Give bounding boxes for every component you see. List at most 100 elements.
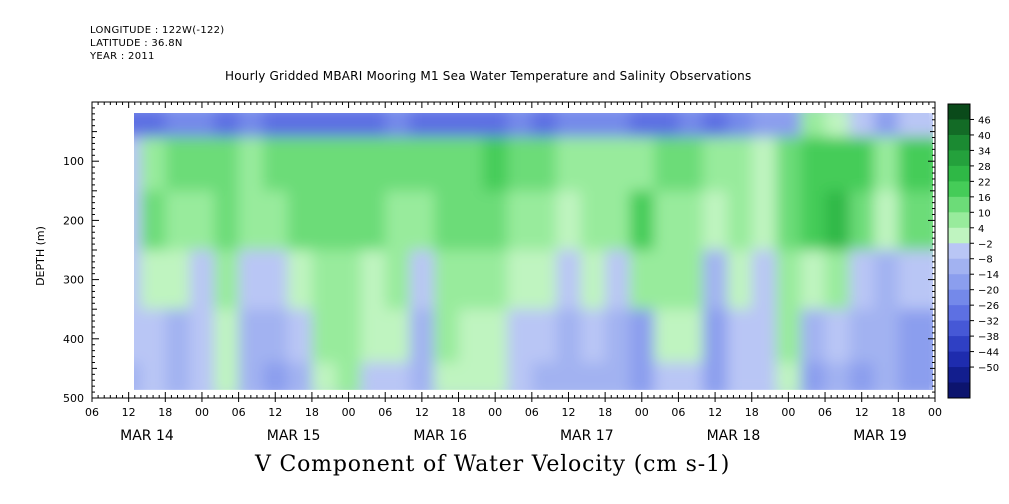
heatmap-cell <box>654 190 680 251</box>
heatmap-cell <box>311 190 338 251</box>
heatmap-cell <box>238 113 265 138</box>
x-tick-label: 06 <box>85 406 99 419</box>
colorbar-band <box>948 305 970 322</box>
heatmap-cell <box>140 362 167 390</box>
x-tick-label: 18 <box>745 406 759 419</box>
heatmap-cell <box>531 309 558 364</box>
heatmap-cell <box>873 309 900 364</box>
colorbar-band <box>948 351 970 368</box>
colorbar-label: −44 <box>978 348 999 359</box>
colorbar-label: −50 <box>978 363 999 374</box>
heatmap-cell <box>825 113 851 138</box>
heatmap-cell <box>482 250 509 311</box>
x-tick-label: 00 <box>488 406 502 419</box>
y-tick-label: 500 <box>63 392 84 405</box>
heatmap-cell <box>409 309 436 364</box>
heatmap-cell <box>238 190 265 251</box>
heatmap-cell <box>434 113 460 138</box>
heatmap-cell <box>238 136 265 192</box>
heatmap-cell <box>580 113 607 138</box>
heatmap-cell <box>165 190 191 251</box>
heatmap-cell <box>134 362 142 390</box>
x-tick-label: 12 <box>561 406 575 419</box>
heatmap-cell <box>898 250 933 311</box>
heatmap-cell <box>507 113 533 138</box>
heatmap-cell <box>898 190 933 251</box>
colorbar-band <box>948 134 970 151</box>
heatmap-cell <box>898 309 933 364</box>
heatmap-cell <box>727 113 753 138</box>
colorbar-band <box>948 274 970 291</box>
heatmap-cell <box>287 136 313 192</box>
y-tick-label: 200 <box>63 214 84 227</box>
heatmap-cell <box>214 190 240 251</box>
heatmap-cell <box>409 136 436 192</box>
heatmap-cell <box>751 309 778 364</box>
heatmap-cell <box>385 362 411 390</box>
colorbar-band <box>948 243 970 260</box>
heatmap-cell <box>385 190 411 251</box>
heatmap-cell <box>214 136 240 192</box>
colorbar-band <box>948 336 970 353</box>
heatmap-cell <box>678 250 704 311</box>
heatmap-cell <box>140 250 167 311</box>
heatmap-cell <box>678 309 704 364</box>
heatmap-cell <box>800 136 827 192</box>
heatmap-cell <box>531 250 558 311</box>
heatmap-cell <box>776 362 802 390</box>
heatmap-cell <box>727 362 753 390</box>
heatmap-cell <box>751 250 778 311</box>
heatmap-cell <box>825 362 851 390</box>
y-tick-label: 400 <box>63 333 84 346</box>
heatmap-cell <box>189 113 216 138</box>
colorbar-band <box>948 165 970 182</box>
colorbar-band <box>948 196 970 213</box>
heatmap-cell <box>849 362 875 390</box>
x-tick-label: 00 <box>195 406 209 419</box>
x-tick-label: 00 <box>928 406 942 419</box>
heatmap-cell <box>458 113 484 138</box>
axes: 06 12 18 00 06 12 18 00 06 12 18 00 06 12 18 00 06 12 18 00… <box>63 101 942 444</box>
x-tick-label: 00 <box>342 406 356 419</box>
heatmap-cell <box>629 136 655 192</box>
heatmap-cell <box>849 136 875 192</box>
heatmap-cell <box>189 362 216 390</box>
colorbar-label: −2 <box>978 239 993 250</box>
heatmap-cell <box>825 190 851 251</box>
heatmap-cell <box>873 113 900 138</box>
y-axis-label: DEPTH (m) <box>34 226 47 286</box>
heatmap-cell <box>482 362 509 390</box>
colorbar-label: 4 <box>978 224 984 235</box>
heatmap-cell <box>360 250 387 311</box>
x-tick-label: 06 <box>378 406 392 419</box>
heatmap-cell <box>165 362 191 390</box>
heatmap-cell <box>140 136 167 192</box>
heatmap-cell <box>629 362 655 390</box>
heatmap-cell <box>134 309 142 364</box>
heatmap-cell <box>360 136 387 192</box>
heatmap-cell <box>605 113 631 138</box>
x-tick-label: 12 <box>268 406 282 419</box>
latitude-label: LATITUDE : 36.8N <box>90 38 183 49</box>
heatmap-cell <box>336 113 362 138</box>
heatmap-cell <box>849 113 875 138</box>
colorbar-band <box>948 181 970 198</box>
heatmap-cell <box>311 136 338 192</box>
heatmap-cell <box>134 190 142 251</box>
heatmap-cell <box>800 309 827 364</box>
heatmap-cell <box>702 362 729 390</box>
heatmap-cell <box>702 190 729 251</box>
heatmap-cell <box>654 309 680 364</box>
heatmap-cell <box>702 250 729 311</box>
heatmap-cell <box>751 362 778 390</box>
colorbar-frame <box>947 103 971 399</box>
x-tick-label: 06 <box>671 406 685 419</box>
heatmap-cell <box>825 136 851 192</box>
y-tick-label: 100 <box>63 155 84 168</box>
colorbar-label: −20 <box>978 286 999 297</box>
heatmap-cell <box>727 190 753 251</box>
heatmap-cell <box>263 190 289 251</box>
heatmap-cell <box>360 113 387 138</box>
heatmap-cell <box>311 309 338 364</box>
x-tick-label: 12 <box>708 406 722 419</box>
